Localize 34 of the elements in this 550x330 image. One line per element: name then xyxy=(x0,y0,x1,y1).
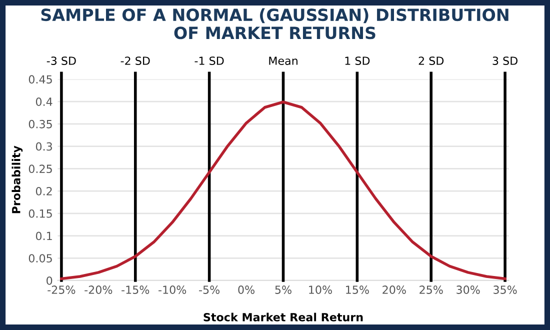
y-axis-title: Probability xyxy=(12,146,23,214)
x-tick-label: -20% xyxy=(84,286,112,294)
ref-line-label: -1 SD xyxy=(194,56,224,65)
y-tick-label: 0.3 xyxy=(36,142,52,151)
x-tick-label: -25% xyxy=(48,286,76,294)
x-tick-label: -5% xyxy=(199,286,220,294)
x-tick-label: 10% xyxy=(309,286,332,294)
ref-line-label: 1 SD xyxy=(345,56,370,65)
y-tick-label: 0.25 xyxy=(28,164,52,174)
ref-line-label: -2 SD xyxy=(120,56,150,65)
x-tick-label: 5% xyxy=(275,286,292,294)
y-tick-label: 0.15 xyxy=(28,209,52,218)
y-tick-label: 0.45 xyxy=(28,75,52,84)
line-series xyxy=(60,100,506,280)
x-tick-label: 20% xyxy=(382,286,406,294)
x-tick-label: 25% xyxy=(420,286,443,294)
ref-line-label: 2 SD xyxy=(418,56,444,65)
x-tick-label: 35% xyxy=(494,286,517,294)
y-tick-label: 0 xyxy=(46,276,52,285)
ref-line-label: Mean xyxy=(269,56,298,65)
x-tick-label: -15% xyxy=(122,286,150,294)
x-tick-label: -10% xyxy=(158,286,186,294)
chart-title: SAMPLE OF A NORMAL (GAUSSIAN) DISTRIBUTION OF MARKET RETURNS xyxy=(41,8,508,40)
x-axis-title: Stock Market Real Return xyxy=(204,312,363,322)
y-tick-label: 0.4 xyxy=(36,98,52,106)
x-tick-label: 30% xyxy=(456,286,480,294)
y-tick-label: 0.05 xyxy=(28,254,52,263)
y-tick-label: 0.1 xyxy=(36,232,52,240)
ref-line-label: 3 SD xyxy=(492,56,518,65)
x-tick-label: 15% xyxy=(346,286,369,294)
x-tick-label: 0% xyxy=(238,286,254,294)
ref-line-label: -3 SD xyxy=(46,56,76,65)
y-tick-label: 0.35 xyxy=(28,120,52,128)
y-tick-label: 0.2 xyxy=(36,187,52,196)
